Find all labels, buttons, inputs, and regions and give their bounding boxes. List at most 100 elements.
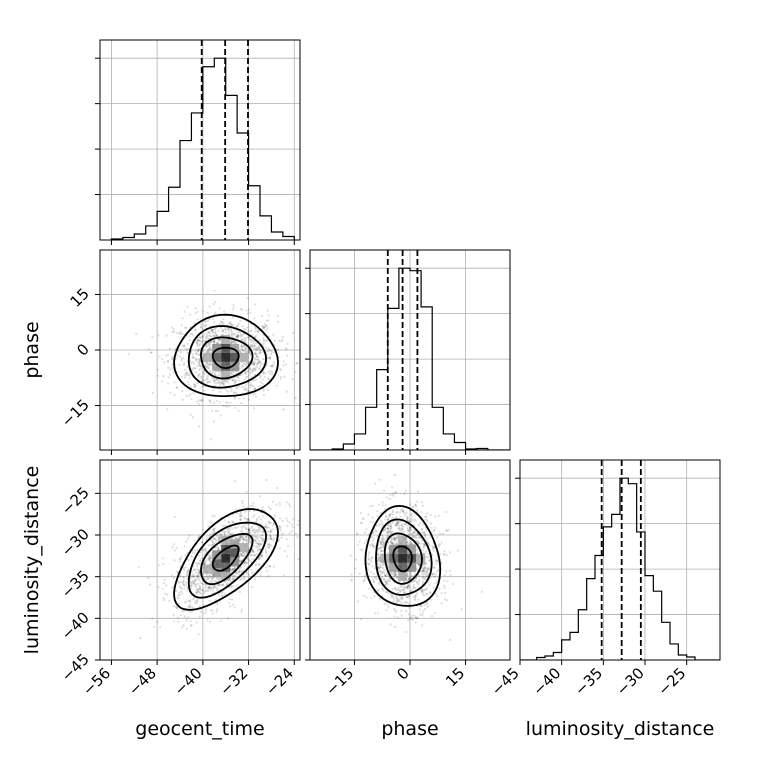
scatter-point — [252, 544, 255, 547]
scatter-point — [243, 525, 246, 529]
scatter-point — [265, 364, 268, 367]
scatter-point — [409, 513, 412, 517]
scatter-point — [246, 506, 249, 509]
scatter-point — [268, 545, 271, 549]
scatter-point — [232, 568, 236, 571]
scatter-point — [415, 593, 418, 596]
scatter-point — [239, 535, 242, 538]
scatter-point — [212, 317, 215, 320]
scatter-point — [216, 603, 219, 606]
scatter-point — [149, 583, 152, 586]
scatter-point — [172, 576, 176, 580]
scatter-point — [197, 349, 200, 352]
scatter-point — [241, 499, 244, 503]
scatter-point — [373, 580, 376, 583]
scatter-point — [437, 545, 440, 548]
scatter-point — [241, 363, 244, 366]
scatter-point — [218, 400, 221, 404]
scatter-point — [198, 535, 201, 538]
scatter-point — [197, 571, 200, 574]
scatter-point — [234, 340, 237, 343]
scatter-point — [261, 506, 264, 509]
scatter-point — [209, 556, 212, 559]
scatter-point — [253, 554, 256, 557]
scatter-point — [380, 546, 383, 549]
scatter-point — [385, 580, 388, 583]
scatter-point — [412, 618, 415, 621]
scatter-point — [262, 325, 265, 329]
scatter-point — [381, 538, 384, 541]
scatter-point — [261, 515, 264, 518]
scatter-point — [264, 372, 267, 375]
scatter-point — [246, 336, 249, 339]
scatter-point — [173, 515, 176, 518]
scatter-point — [204, 325, 207, 328]
scatter-point — [443, 584, 446, 587]
scatter-point — [425, 603, 428, 606]
scatter-point — [259, 380, 262, 384]
scatter-point — [248, 390, 251, 393]
scatter-point — [181, 581, 184, 585]
scatter-point — [183, 368, 187, 371]
scatter-point — [245, 309, 248, 312]
scatter-point — [239, 514, 242, 517]
scatter-point — [416, 617, 419, 620]
scatter-point — [406, 585, 410, 588]
scatter-point — [426, 567, 429, 570]
scatter-point — [420, 531, 423, 535]
scatter-point — [196, 318, 199, 321]
scatter-point — [413, 614, 416, 617]
scatter-point — [259, 518, 262, 521]
scatter-point — [260, 536, 263, 540]
scatter-point — [209, 533, 212, 536]
scatter-point — [210, 552, 213, 555]
scatter-point — [203, 320, 206, 323]
scatter-point — [156, 368, 159, 371]
scatter-point — [210, 609, 213, 612]
scatter-point — [207, 349, 210, 352]
scatter-point — [259, 349, 262, 352]
scatter-point — [223, 381, 226, 384]
scatter-point — [199, 326, 203, 329]
scatter-point — [253, 387, 256, 390]
scatter-point — [248, 352, 251, 355]
scatter-point — [209, 341, 212, 345]
scatter-point — [445, 599, 448, 602]
scatter-point — [266, 545, 269, 548]
density-cell — [212, 352, 222, 362]
scatter-point — [196, 601, 199, 604]
scatter-point — [160, 380, 164, 383]
scatter-point — [265, 346, 268, 349]
scatter-point — [245, 388, 248, 391]
scatter-point — [248, 528, 251, 531]
scatter-point — [414, 536, 417, 540]
scatter-point — [439, 532, 442, 535]
scatter-point — [239, 552, 242, 555]
scatter-point — [282, 408, 285, 411]
scatter-point — [224, 580, 227, 584]
scatter-point — [241, 536, 244, 539]
scatter-point — [209, 399, 212, 402]
scatter-point — [177, 349, 181, 353]
scatter-point — [256, 542, 259, 545]
scatter-point — [403, 601, 406, 604]
scatter-point — [259, 545, 262, 548]
scatter-point — [424, 516, 427, 519]
scatter-point — [189, 332, 192, 336]
scatter-point — [388, 529, 391, 532]
scatter-point — [211, 328, 214, 331]
scatter-point — [424, 575, 427, 578]
scatter-point — [292, 526, 295, 529]
scatter-point — [268, 356, 271, 359]
scatter-point — [383, 537, 386, 540]
scatter-point — [175, 589, 178, 593]
scatter-point — [393, 537, 396, 540]
scatter-point — [198, 591, 201, 595]
scatter-point — [251, 586, 254, 589]
scatter-point — [246, 561, 249, 565]
scatter-point — [172, 330, 175, 333]
scatter-point — [226, 582, 229, 585]
scatter-point — [377, 524, 380, 527]
scatter-point — [423, 567, 426, 570]
scatter-point — [414, 595, 417, 598]
